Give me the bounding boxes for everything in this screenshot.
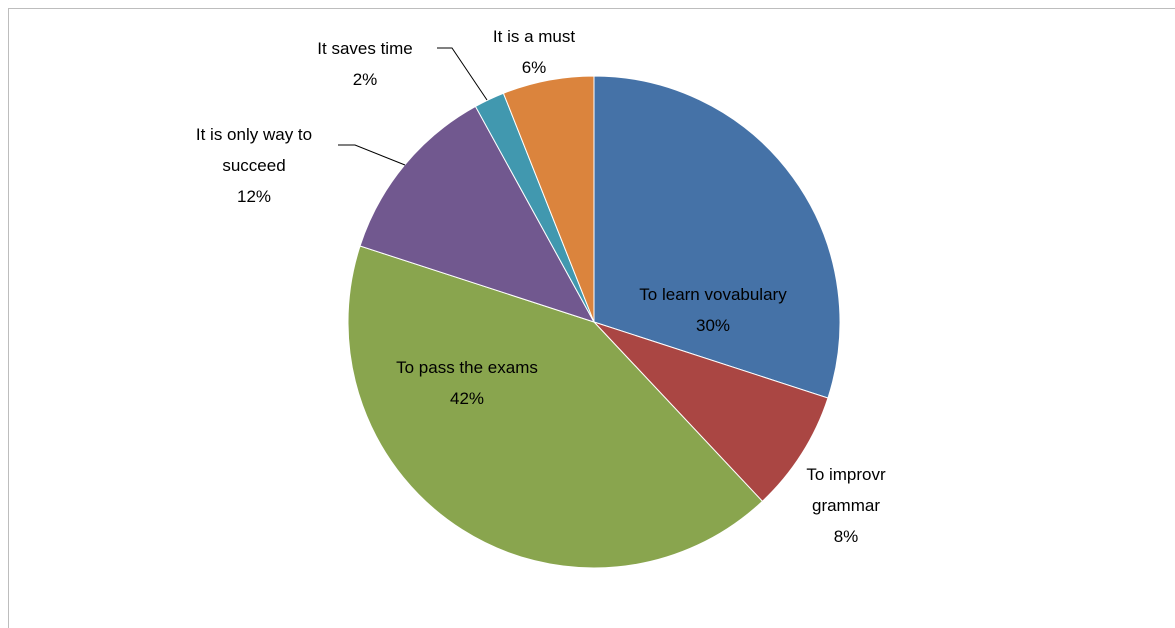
pie-slice	[347, 245, 764, 569]
pie-slice	[593, 321, 829, 503]
value-label: 2%	[352, 70, 378, 89]
data-label: It is only way to succeed 12%	[172, 119, 337, 212]
data-label: To learn vovabulary 30%	[583, 279, 843, 341]
category-label: To improvr grammar	[806, 465, 886, 515]
value-label: 30%	[695, 316, 731, 335]
leader-line	[437, 47, 488, 101]
category-label: It is only way to succeed	[195, 125, 313, 175]
category-label: It is a must	[492, 27, 576, 46]
category-label: It saves time	[317, 39, 413, 58]
value-label: 6%	[521, 58, 547, 77]
value-label: 42%	[449, 389, 485, 408]
data-label: To pass the exams 42%	[347, 352, 587, 414]
value-label: 12%	[236, 187, 272, 206]
data-label: It is a must 6%	[454, 21, 614, 83]
chart-border	[8, 8, 1175, 628]
slices	[347, 75, 841, 569]
data-label: To improvr grammar 8%	[786, 459, 906, 552]
data-label: It saves time 2%	[275, 33, 455, 95]
value-label: 8%	[833, 527, 859, 546]
category-label: To learn vovabulary	[639, 285, 787, 304]
pie-slice	[502, 75, 595, 323]
category-label: To pass the exams	[396, 358, 538, 377]
leader-line	[338, 144, 406, 166]
pie-slice	[593, 75, 841, 399]
